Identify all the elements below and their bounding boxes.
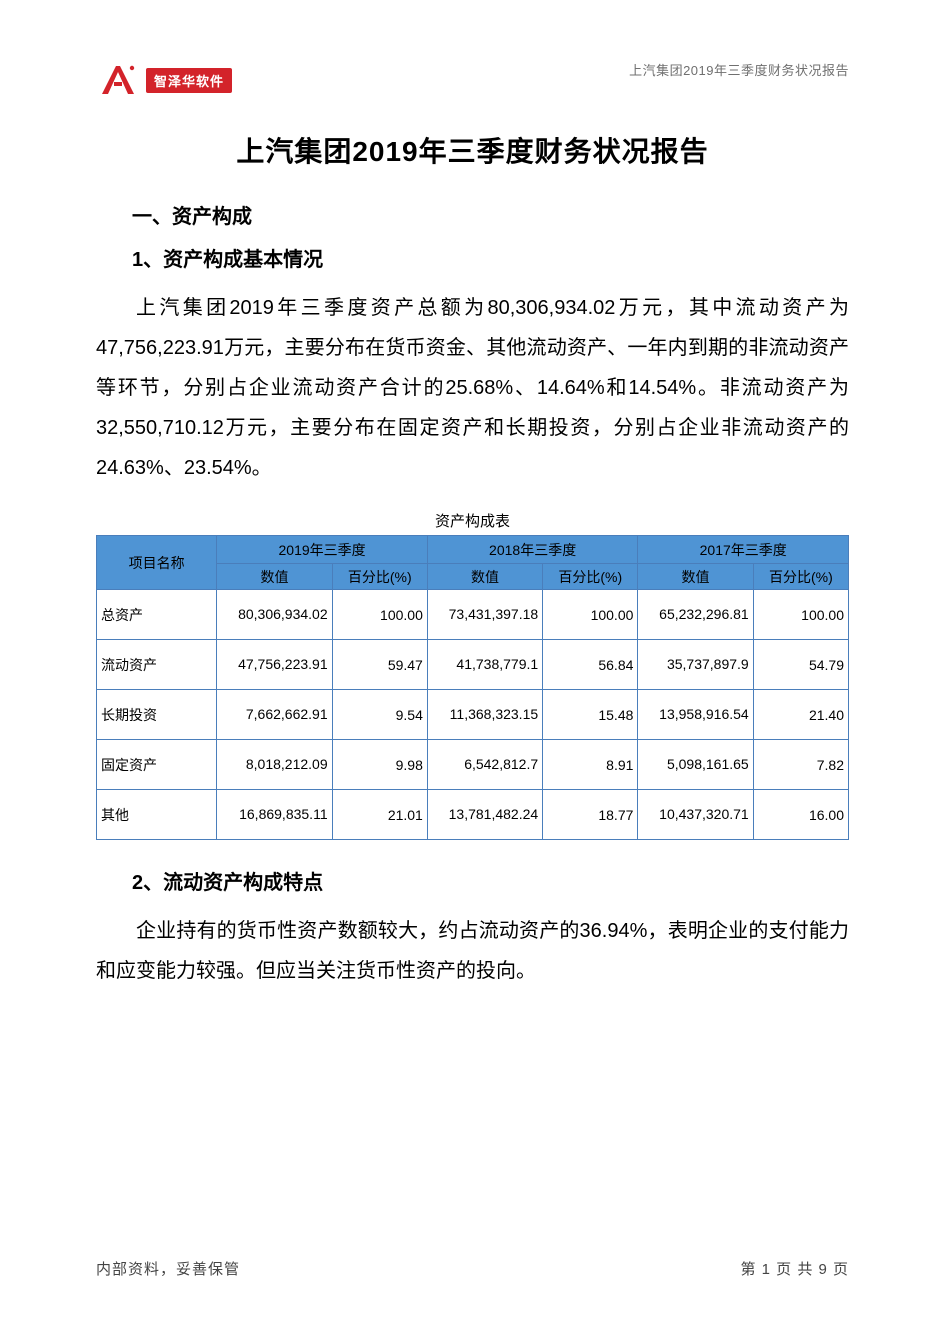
section-heading-1: 一、资产构成 [132,200,849,229]
cell-pct: 54.79 [753,640,848,690]
cell-value: 16,869,835.11 [217,790,332,840]
cell-value: 13,958,916.54 [638,690,753,740]
footer-left: 内部资料，妥善保管 [96,1258,240,1279]
cell-label: 长期投资 [97,690,217,740]
cell-value: 6,542,812.7 [427,740,542,790]
asset-table: 项目名称 2019年三季度 2018年三季度 2017年三季度 数值 百分比(%… [96,535,849,840]
table-row: 流动资产 47,756,223.91 59.47 41,738,779.1 56… [97,640,849,690]
table-row: 总资产 80,306,934.02 100.00 73,431,397.18 1… [97,590,849,640]
table-row: 其他 16,869,835.11 21.01 13,781,482.24 18.… [97,790,849,840]
cell-value: 80,306,934.02 [217,590,332,640]
cell-value: 35,737,897.9 [638,640,753,690]
th-item-name: 项目名称 [97,536,217,590]
cell-pct: 7.82 [753,740,848,790]
header-right-text: 上汽集团2019年三季度财务状况报告 [629,60,849,79]
th-pct: 百分比(%) [332,564,427,590]
footer-right: 第 1 页 共 9 页 [740,1258,849,1279]
cell-pct: 100.00 [332,590,427,640]
cell-pct: 56.84 [543,640,638,690]
th-value: 数值 [427,564,542,590]
cell-pct: 15.48 [543,690,638,740]
table-row: 长期投资 7,662,662.91 9.54 11,368,323.15 15.… [97,690,849,740]
cell-value: 13,781,482.24 [427,790,542,840]
cell-label: 总资产 [97,590,217,640]
cell-pct: 21.01 [332,790,427,840]
cell-value: 7,662,662.91 [217,690,332,740]
cell-value: 11,368,323.15 [427,690,542,740]
th-pct: 百分比(%) [753,564,848,590]
cell-pct: 18.77 [543,790,638,840]
th-pct: 百分比(%) [543,564,638,590]
cell-value: 47,756,223.91 [217,640,332,690]
paragraph-2: 企业持有的货币性资产数额较大，约占流动资产的36.94%，表明企业的支付能力和应… [96,911,849,991]
th-period-3: 2017年三季度 [638,536,849,564]
cell-label: 固定资产 [97,740,217,790]
th-value: 数值 [638,564,753,590]
page-footer: 内部资料，妥善保管 第 1 页 共 9 页 [96,1258,849,1279]
cell-label: 其他 [97,790,217,840]
cell-pct: 100.00 [753,590,848,640]
cell-pct: 8.91 [543,740,638,790]
table-body: 总资产 80,306,934.02 100.00 73,431,397.18 1… [97,590,849,840]
cell-pct: 16.00 [753,790,848,840]
cell-value: 8,018,212.09 [217,740,332,790]
cell-pct: 59.47 [332,640,427,690]
logo-text: 智泽华软件 [146,68,232,93]
table-caption: 资产构成表 [96,510,849,531]
cell-label: 流动资产 [97,640,217,690]
cell-value: 65,232,296.81 [638,590,753,640]
paragraph-1: 上汽集团2019年三季度资产总额为80,306,934.02万元，其中流动资产为… [96,288,849,488]
logo-icon [96,60,140,100]
logo: 智泽华软件 [96,60,232,100]
th-period-1: 2019年三季度 [217,536,428,564]
table-row: 固定资产 8,018,212.09 9.98 6,542,812.7 8.91 … [97,740,849,790]
cell-pct: 21.40 [753,690,848,740]
cell-value: 5,098,161.65 [638,740,753,790]
subsection-heading-1: 1、资产构成基本情况 [132,243,849,272]
subsection-heading-2: 2、流动资产构成特点 [132,866,849,895]
cell-value: 73,431,397.18 [427,590,542,640]
th-period-2: 2018年三季度 [427,536,638,564]
cell-pct: 100.00 [543,590,638,640]
table-head: 项目名称 2019年三季度 2018年三季度 2017年三季度 数值 百分比(%… [97,536,849,590]
cell-value: 41,738,779.1 [427,640,542,690]
page: 智泽华软件 上汽集团2019年三季度财务状况报告 上汽集团2019年三季度财务状… [0,0,945,1337]
cell-pct: 9.54 [332,690,427,740]
cell-pct: 9.98 [332,740,427,790]
cell-value: 10,437,320.71 [638,790,753,840]
page-header: 智泽华软件 上汽集团2019年三季度财务状况报告 [96,60,849,112]
page-title: 上汽集团2019年三季度财务状况报告 [96,130,849,170]
th-value: 数值 [217,564,332,590]
